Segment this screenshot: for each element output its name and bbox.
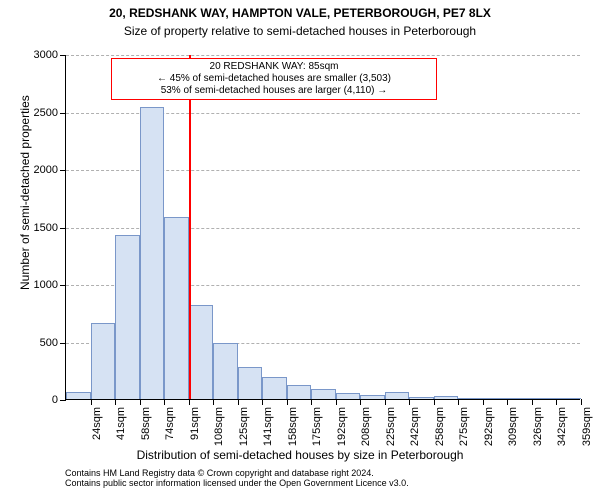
histogram-bar <box>360 395 385 399</box>
y-tick <box>60 343 66 344</box>
y-axis-label: Number of semi-detached properties <box>18 95 32 290</box>
x-tick <box>164 399 165 405</box>
x-tick-label: 342sqm <box>556 407 568 446</box>
chart-title: 20, REDSHANK WAY, HAMPTON VALE, PETERBOR… <box>0 6 600 20</box>
histogram-bar <box>164 217 189 399</box>
y-tick <box>60 113 66 114</box>
histogram-bar <box>532 398 557 399</box>
plot-area: 05001000150020002500300024sqm41sqm58sqm7… <box>65 55 580 400</box>
y-tick <box>60 228 66 229</box>
x-tick <box>336 399 337 405</box>
y-tick <box>60 170 66 171</box>
x-tick <box>287 399 288 405</box>
histogram-bar <box>189 305 214 399</box>
histogram-bar <box>262 377 287 399</box>
histogram-bar <box>311 389 336 399</box>
footer-line-1: Contains HM Land Registry data © Crown c… <box>65 468 409 478</box>
x-tick <box>360 399 361 405</box>
footer-line-2: Contains public sector information licen… <box>65 478 409 488</box>
histogram-bar <box>556 398 581 399</box>
y-tick <box>60 285 66 286</box>
histogram-bar <box>238 367 263 399</box>
y-tick <box>60 55 66 56</box>
x-tick-label: 58sqm <box>140 407 152 440</box>
histogram-bar <box>483 398 508 399</box>
y-tick-label: 1000 <box>34 279 58 291</box>
x-tick <box>311 399 312 405</box>
x-tick <box>556 399 557 405</box>
x-tick <box>385 399 386 405</box>
x-tick-label: 275sqm <box>458 407 470 446</box>
y-tick-label: 2500 <box>34 107 58 119</box>
x-tick-label: 292sqm <box>483 407 495 446</box>
x-tick <box>115 399 116 405</box>
y-tick-label: 3000 <box>34 49 58 61</box>
chart-figure: 20, REDSHANK WAY, HAMPTON VALE, PETERBOR… <box>0 0 600 500</box>
x-tick-label: 192sqm <box>336 407 348 446</box>
x-tick-label: 225sqm <box>385 407 397 446</box>
property-size-marker <box>189 55 191 399</box>
y-tick-label: 1500 <box>34 222 58 234</box>
info-line-2: ← 45% of semi-detached houses are smalle… <box>116 73 432 85</box>
histogram-bar <box>115 235 140 399</box>
x-tick-label: 108sqm <box>213 407 225 446</box>
x-axis-label: Distribution of semi-detached houses by … <box>0 448 600 462</box>
histogram-bar <box>385 392 410 399</box>
x-tick <box>262 399 263 405</box>
info-line-3: 53% of semi-detached houses are larger (… <box>116 85 432 97</box>
x-tick <box>140 399 141 405</box>
grid-line <box>66 55 580 56</box>
y-tick-label: 2000 <box>34 164 58 176</box>
histogram-bar <box>336 393 361 399</box>
x-tick <box>458 399 459 405</box>
x-tick-label: 359sqm <box>581 407 593 446</box>
histogram-bar <box>434 396 459 399</box>
histogram-bar <box>287 385 312 399</box>
histogram-bar <box>409 397 434 399</box>
x-tick <box>483 399 484 405</box>
x-tick-label: 41sqm <box>115 407 127 440</box>
histogram-bar <box>507 398 532 399</box>
x-tick <box>189 399 190 405</box>
x-tick <box>409 399 410 405</box>
x-tick <box>434 399 435 405</box>
x-tick-label: 141sqm <box>262 407 274 446</box>
histogram-bar <box>213 343 238 399</box>
x-tick-label: 91sqm <box>189 407 201 440</box>
histogram-bar <box>140 107 165 399</box>
x-tick-label: 326sqm <box>532 407 544 446</box>
x-tick-label: 74sqm <box>164 407 176 440</box>
info-line-1: 20 REDSHANK WAY: 85sqm <box>116 61 432 73</box>
x-tick <box>213 399 214 405</box>
x-tick-label: 175sqm <box>311 407 323 446</box>
x-tick <box>581 399 582 405</box>
histogram-bar <box>91 323 116 399</box>
x-tick-label: 258sqm <box>434 407 446 446</box>
property-info-box: 20 REDSHANK WAY: 85sqm← 45% of semi-deta… <box>111 58 437 100</box>
x-tick-label: 242sqm <box>409 407 421 446</box>
y-tick-label: 500 <box>40 337 58 349</box>
x-tick-label: 24sqm <box>91 407 103 440</box>
y-tick <box>60 400 66 401</box>
x-tick <box>238 399 239 405</box>
x-tick <box>507 399 508 405</box>
footer-attribution: Contains HM Land Registry data © Crown c… <box>65 468 409 488</box>
x-tick-label: 309sqm <box>507 407 519 446</box>
x-tick <box>91 399 92 405</box>
x-tick-label: 125sqm <box>238 407 250 446</box>
x-tick-label: 208sqm <box>360 407 372 446</box>
chart-subtitle: Size of property relative to semi-detach… <box>0 24 600 38</box>
x-tick-label: 158sqm <box>287 407 299 446</box>
histogram-bar <box>458 398 483 399</box>
histogram-bar <box>66 392 91 399</box>
y-tick-label: 0 <box>52 394 58 406</box>
x-tick <box>532 399 533 405</box>
